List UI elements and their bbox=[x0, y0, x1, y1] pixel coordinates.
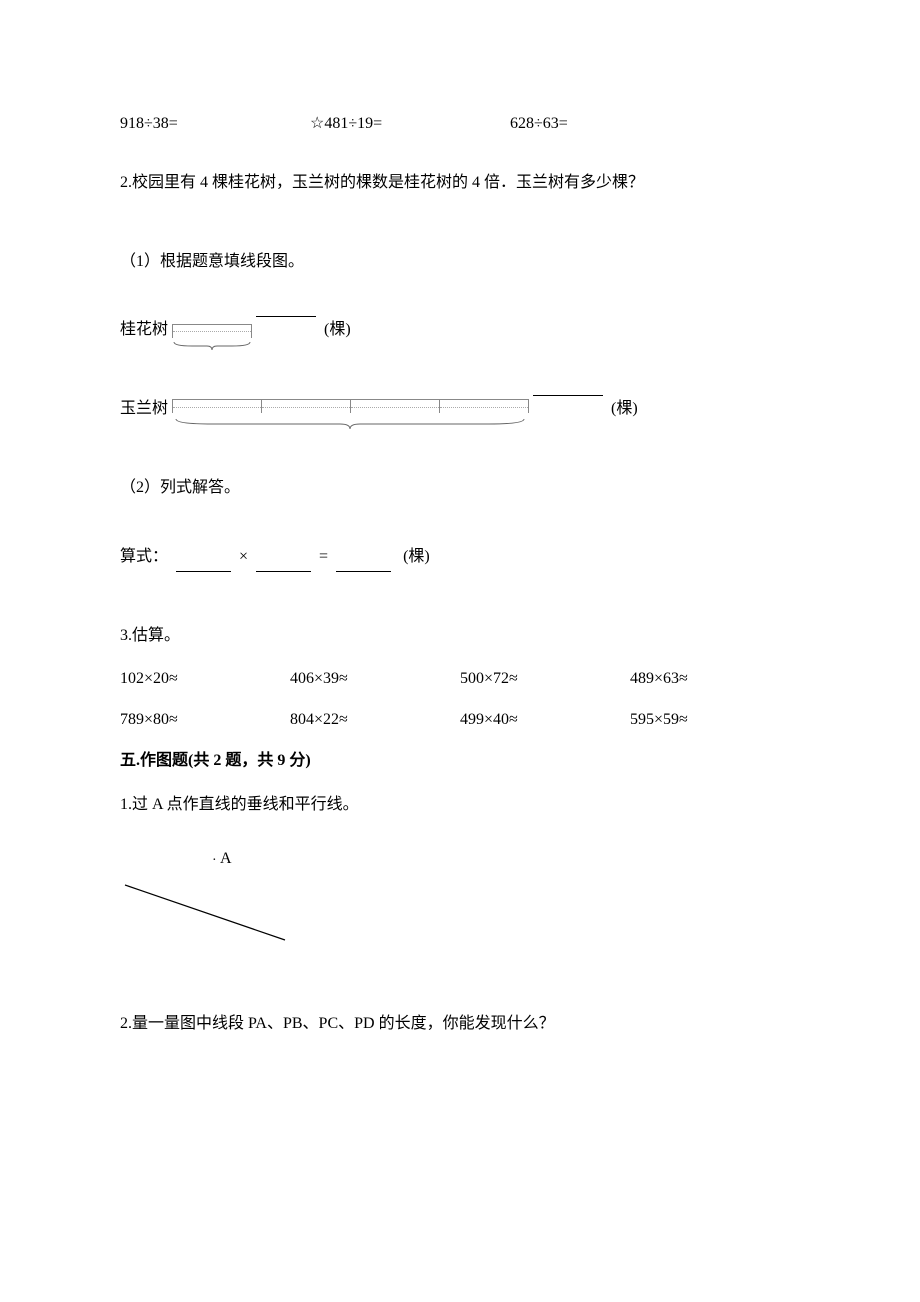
problem-3-section: 3.估算。 102×20≈ 406×39≈ 500×72≈ 489×63≈ 78… bbox=[120, 622, 800, 735]
section-5-header: 五.作图题(共 2 题，共 9 分) bbox=[120, 747, 800, 776]
est-r2-c1: 789×80≈ bbox=[120, 706, 290, 735]
guihua-segment bbox=[172, 316, 252, 345]
problem-2-number: 2. bbox=[120, 174, 132, 191]
guihua-tree-row: 桂花树 (棵) bbox=[120, 316, 800, 345]
formula-times: × bbox=[239, 548, 248, 565]
problem-3-text: 估算。 bbox=[132, 627, 180, 644]
yulan-blank[interactable] bbox=[533, 395, 603, 396]
yulan-segment bbox=[172, 395, 529, 424]
guihua-unit: (棵) bbox=[324, 316, 351, 345]
problem-2-sub2: （2）列式解答。 bbox=[120, 474, 800, 503]
problem-3-title: 3.估算。 bbox=[120, 622, 800, 651]
est-r2-c3: 499×40≈ bbox=[460, 706, 630, 735]
star-icon: ☆ bbox=[310, 115, 324, 132]
formula-blank-2[interactable] bbox=[256, 571, 311, 572]
yulan-unit: (棵) bbox=[611, 395, 638, 424]
est-r1-c4: 489×63≈ bbox=[630, 665, 800, 694]
formula-label: 算式： bbox=[120, 548, 168, 565]
equation-3: 628÷63= bbox=[510, 110, 690, 139]
guihua-blank[interactable] bbox=[256, 316, 316, 317]
equation-1: 918÷38= bbox=[120, 110, 310, 139]
estimate-row-2: 789×80≈ 804×22≈ 499×40≈ 595×59≈ bbox=[120, 706, 800, 735]
section-5-q2: 2.量一量图中线段 PA、PB、PC、PD 的长度，你能发现什么？ bbox=[120, 1010, 800, 1039]
estimate-row-1: 102×20≈ 406×39≈ 500×72≈ 489×63≈ bbox=[120, 665, 800, 694]
section-5-q1: 1.过 A 点作直线的垂线和平行线。 bbox=[120, 791, 800, 820]
yulan-tree-row: 玉兰树 (棵) bbox=[120, 395, 800, 424]
est-r1-c3: 500×72≈ bbox=[460, 665, 630, 694]
brace-long-icon bbox=[172, 413, 528, 427]
formula-line: 算式： × = (棵) bbox=[120, 543, 800, 572]
formula-blank-1[interactable] bbox=[176, 571, 231, 572]
yulan-label: 玉兰树 bbox=[120, 395, 168, 424]
equation-2: ☆481÷19= bbox=[310, 110, 510, 139]
guihua-label: 桂花树 bbox=[120, 316, 168, 345]
division-equations-row: 918÷38= ☆481÷19= 628÷63= bbox=[120, 110, 800, 139]
formula-equals: = bbox=[319, 548, 328, 565]
diagonal-line bbox=[120, 880, 300, 950]
brace-short-icon bbox=[172, 334, 252, 346]
formula-blank-3[interactable] bbox=[336, 571, 391, 572]
est-r2-c2: 804×22≈ bbox=[290, 706, 460, 735]
point-a-dot: · bbox=[212, 848, 217, 873]
equation-2-text: 481÷19= bbox=[324, 115, 382, 132]
point-a-label: A bbox=[220, 845, 232, 874]
est-r1-c1: 102×20≈ bbox=[120, 665, 290, 694]
problem-2-body: 校园里有 4 棵桂花树，玉兰树的棵数是桂花树的 4 倍．玉兰树有多少棵？ bbox=[132, 174, 644, 191]
problem-2-sub1: （1）根据题意填线段图。 bbox=[120, 248, 800, 277]
formula-unit: (棵) bbox=[403, 548, 430, 565]
est-r1-c2: 406×39≈ bbox=[290, 665, 460, 694]
est-r2-c4: 595×59≈ bbox=[630, 706, 800, 735]
problem-2-text: 2.校园里有 4 棵桂花树，玉兰树的棵数是桂花树的 4 倍．玉兰树有多少棵？ bbox=[120, 169, 800, 198]
geometry-figure: · A bbox=[120, 840, 320, 960]
problem-3-number: 3. bbox=[120, 627, 132, 644]
